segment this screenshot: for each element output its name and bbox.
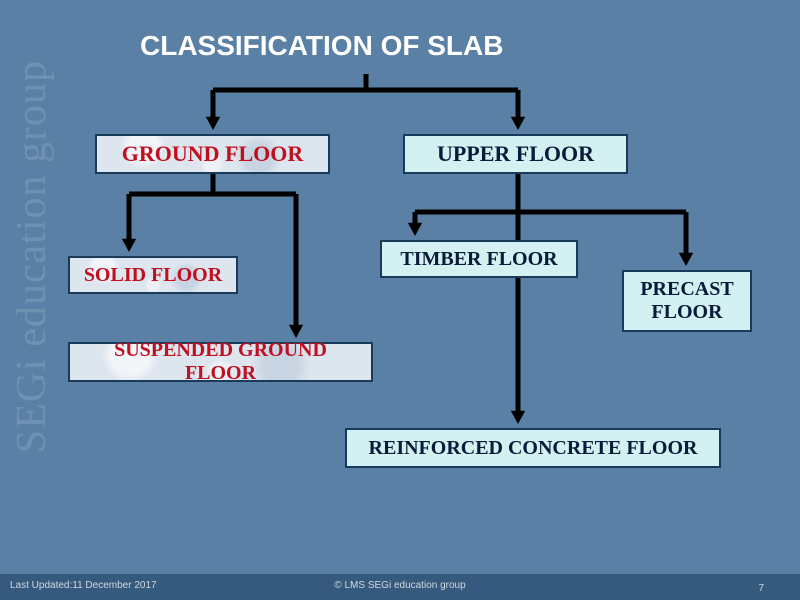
footer-page-number: 7	[758, 583, 764, 594]
node-solid-floor: SOLID FLOOR	[68, 256, 238, 294]
node-suspended-ground-floor: SUSPENDED GROUND FLOOR	[68, 342, 373, 382]
slide-title: CLASSIFICATION OF SLAB	[140, 30, 503, 62]
node-precast-floor: PRECASTFLOOR	[622, 270, 752, 332]
footer-bar: Last Updated:11 December 2017 © LMS SEGi…	[0, 574, 800, 600]
watermark-text: SEGi education group	[8, 60, 56, 453]
node-ground-floor: GROUND FLOOR	[95, 134, 330, 174]
node-reinforced-concrete-floor: REINFORCED CONCRETE FLOOR	[345, 428, 721, 468]
footer-copyright: © LMS SEGi education group	[334, 580, 465, 591]
node-upper-floor: UPPER FLOOR	[403, 134, 628, 174]
footer-last-updated: Last Updated:11 December 2017	[10, 580, 157, 591]
node-timber-floor: TIMBER FLOOR	[380, 240, 578, 278]
